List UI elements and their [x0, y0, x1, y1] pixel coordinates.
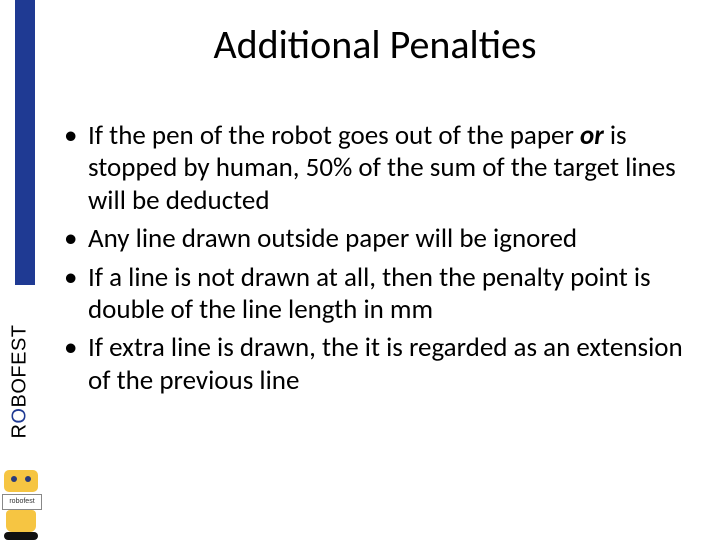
mascot-head	[4, 470, 38, 492]
slide-title: Additional Penalties	[60, 20, 690, 69]
brand-blue-bar	[15, 0, 35, 285]
bullet-text: Any line drawn outside paper will be ign…	[88, 222, 577, 255]
mascot-sign: robofest	[2, 494, 42, 510]
bullet-item: Any line drawn outside paper will be ign…	[60, 223, 690, 255]
bullet-item: If a line is not drawn at all, then the …	[60, 262, 690, 327]
logo-letters: BOFEST	[9, 324, 31, 407]
mascot-body	[6, 510, 36, 532]
bullet-item: If extra line is drawn, the it is regard…	[60, 332, 690, 397]
robofest-logo: ROBOFEST	[0, 290, 36, 470]
slide: ROBOFEST robofest Additional Penalties I…	[0, 0, 720, 540]
slide-content: If the pen of the robot goes out of the …	[60, 120, 690, 403]
bullet-text-emphasis: or	[580, 119, 604, 152]
logo-letter-o: O	[9, 408, 31, 424]
left-branding-strip: ROBOFEST robofest	[0, 0, 36, 540]
bullet-item: If the pen of the robot goes out of the …	[60, 120, 690, 217]
mascot-eye-right	[25, 476, 31, 482]
mascot-eye-left	[11, 476, 17, 482]
logo-letter: R	[9, 424, 31, 439]
bullet-text: If a line is not drawn at all, then the …	[88, 261, 651, 326]
mascot-foot	[4, 532, 38, 540]
robot-mascot-icon: robofest	[0, 470, 45, 540]
bullet-list: If the pen of the robot goes out of the …	[60, 120, 690, 397]
robofest-wordmark: ROBOFEST	[9, 307, 32, 457]
bullet-text: If the pen of the robot goes out of the …	[88, 119, 580, 152]
bullet-text: If extra line is drawn, the it is regard…	[88, 331, 683, 396]
